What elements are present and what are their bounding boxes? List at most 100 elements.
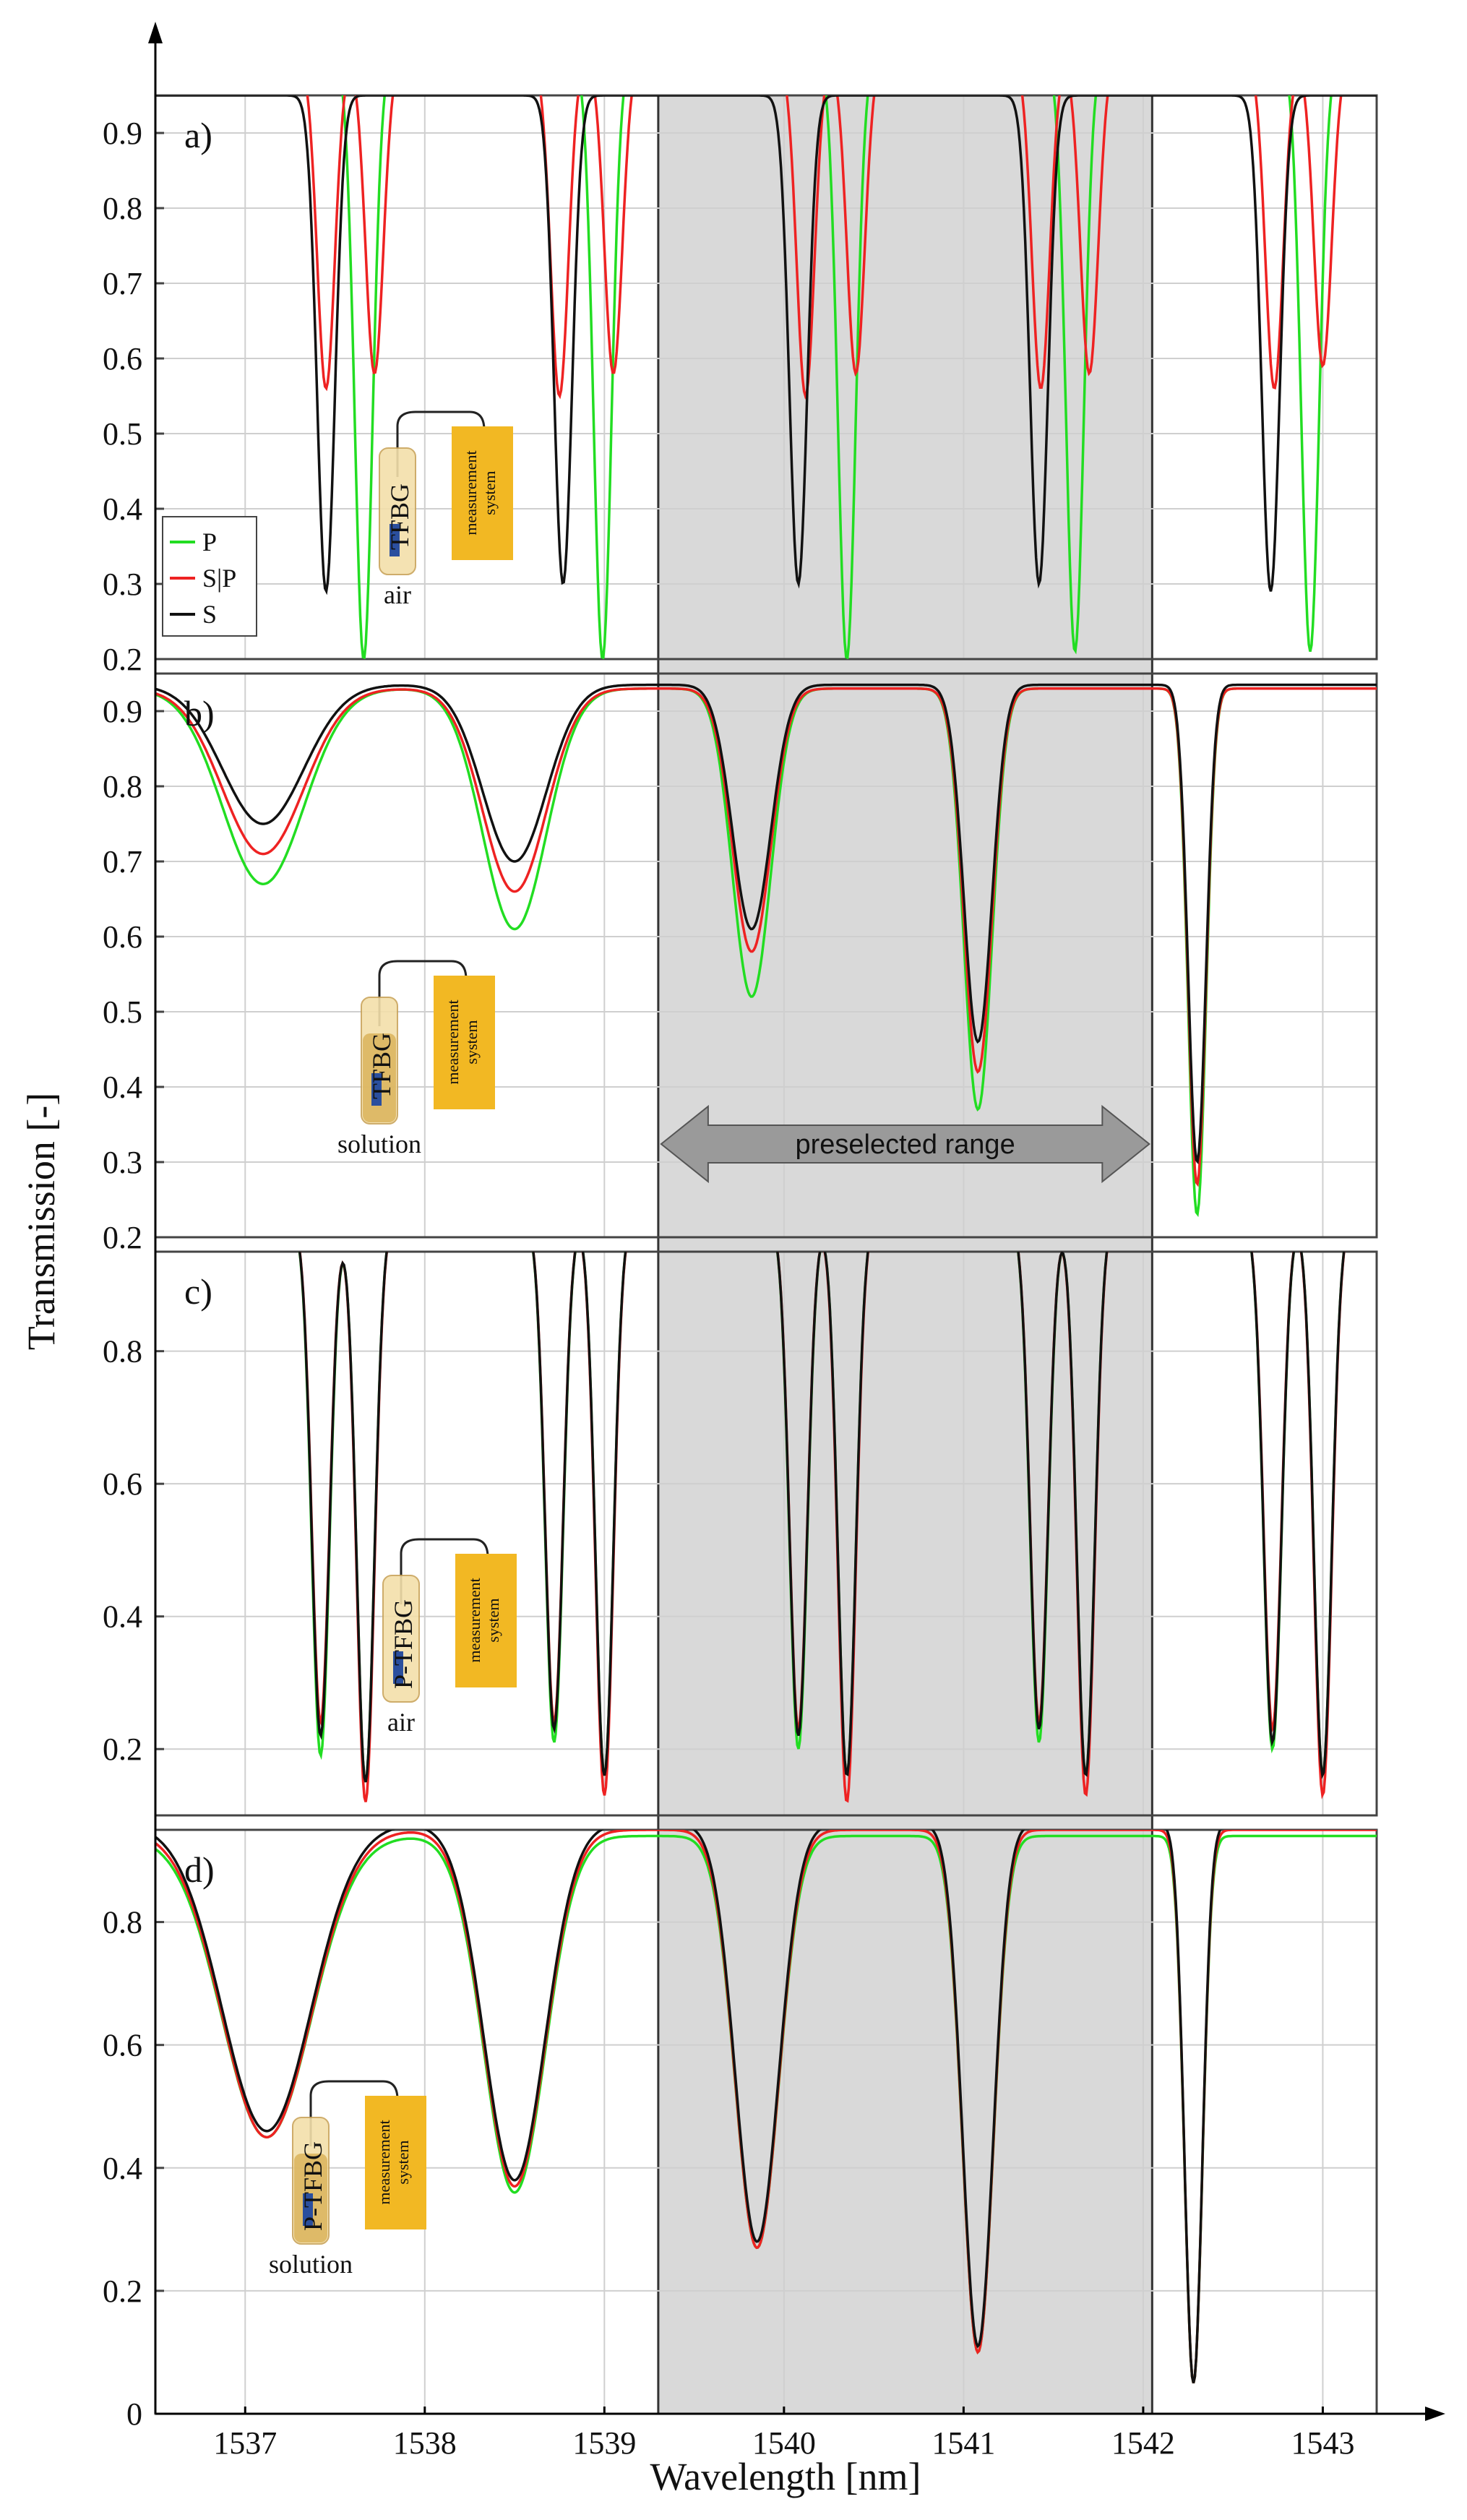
x-tick-label: 1537 xyxy=(213,2425,277,2461)
series-a-s xyxy=(155,95,1377,595)
y-tick-label: 0.8 xyxy=(103,1905,142,1940)
inset-d-sensor xyxy=(303,2193,313,2226)
inset-b-measurement-label-2: system xyxy=(463,1020,481,1064)
inset-b-sensor-label: TFBG xyxy=(367,1033,396,1099)
inset-b-sensor xyxy=(371,1073,382,1106)
inset-c-cable xyxy=(400,1538,489,1604)
inset-a-sensor-label: TFBG xyxy=(385,483,414,550)
x-tick-labels: 1537 1538 1539 1540 1541 1542 1543 xyxy=(213,2407,1354,2461)
legend-label-s-p: S|P xyxy=(202,564,236,593)
preselected-range-label: preselected range xyxy=(796,1130,1015,1160)
series-b-s xyxy=(155,683,1377,1165)
y-tick-label: 0.8 xyxy=(103,191,142,226)
series-a-s-p xyxy=(306,95,1343,400)
inset-d-medium-label: solution xyxy=(269,2250,353,2279)
x-tick-label: 1543 xyxy=(1291,2425,1354,2461)
inset-b-measurement-box xyxy=(434,976,495,1109)
inset-a: TFBG air measurement system xyxy=(379,410,513,609)
y-tick-label: 0.9 xyxy=(103,694,142,729)
inset-a-sensor xyxy=(390,524,400,556)
y-tick-label: 0.2 xyxy=(103,642,142,677)
y-tick-label: 0.5 xyxy=(103,994,142,1030)
inset-c-sensor-label: P-TFBG xyxy=(389,1599,418,1689)
panel-a-label: a) xyxy=(184,115,212,155)
x-tick-label: 1540 xyxy=(752,2425,816,2461)
y-tick-label: 0.7 xyxy=(103,844,142,880)
inset-d-sensor-label: P-TFBG xyxy=(298,2141,327,2231)
inset-b-medium-label: solution xyxy=(337,1130,421,1158)
inset-c-measurement-label-1: measurement xyxy=(465,1578,483,1662)
inset-d-measurement-label-2: system xyxy=(394,2140,412,2184)
x-tick-label: 1538 xyxy=(393,2425,457,2461)
y-tick-label: 0.2 xyxy=(103,1732,142,1767)
x-tick-label: 1542 xyxy=(1111,2425,1175,2461)
y-tick-label: 0 xyxy=(126,2396,142,2432)
series-c-s xyxy=(298,1252,1346,1783)
y-axis-arrowhead xyxy=(148,22,163,43)
preselected-range-band xyxy=(658,95,1153,2414)
inset-c-measurement-label-2: system xyxy=(484,1598,502,1642)
inset-a-measurement-label-2: system xyxy=(481,470,499,515)
y-tick-label: 0.6 xyxy=(103,1466,142,1502)
inset-a-tube xyxy=(379,447,416,575)
panel-b: 0.2 0.3 0.4 0.5 0.6 0.7 0.8 0.9 b) xyxy=(103,672,1378,1255)
y-tick-label: 0.2 xyxy=(103,2274,142,2309)
y-tick-label: 0.4 xyxy=(103,491,142,527)
series-a-p xyxy=(341,95,1333,659)
y-tick-label: 0.8 xyxy=(103,769,142,804)
inset-a-measurement-box xyxy=(452,426,513,560)
main-axes xyxy=(148,22,1445,2421)
panel-d-label: d) xyxy=(184,1849,215,1890)
y-tick-label: 0.8 xyxy=(103,1334,142,1369)
y-tick-label: 0.4 xyxy=(103,2151,142,2186)
inset-a-measurement-label-1: measurement xyxy=(462,450,480,535)
inset-d: P-TFBG solution measurement system xyxy=(269,2080,426,2279)
inset-b-measurement-label-1: measurement xyxy=(444,999,462,1084)
y-tick-label: 0.6 xyxy=(103,2028,142,2063)
x-axis-title: Wavelength [nm] xyxy=(650,2455,921,2498)
panel-c-curves xyxy=(298,1252,1346,1803)
inset-c-medium-label: air xyxy=(387,1708,415,1737)
inset-d-measurement-box xyxy=(365,2096,426,2229)
inset-c-measurement-box xyxy=(455,1554,517,1687)
x-tick-label: 1541 xyxy=(932,2425,995,2461)
legend-label-s: S xyxy=(202,600,217,629)
y-tick-label: 0.3 xyxy=(103,1145,142,1180)
y-tick-label: 0.2 xyxy=(103,1220,142,1255)
y-tick-label: 0.6 xyxy=(103,919,142,955)
x-axis-arrowhead xyxy=(1425,2407,1445,2421)
series-d-s xyxy=(155,1830,1222,2383)
y-tick-label: 0.4 xyxy=(103,1599,142,1635)
y-tick-label: 0.5 xyxy=(103,416,142,452)
x-tick-label: 1539 xyxy=(572,2425,636,2461)
y-tick-label: 0.7 xyxy=(103,266,142,301)
legend-label-p: P xyxy=(202,528,217,556)
preselected-range-arrow-shape xyxy=(660,1104,1150,1184)
panel-a-curves xyxy=(155,95,1377,659)
inset-d-cable xyxy=(309,2080,399,2146)
panel-d-curves xyxy=(155,1830,1377,2383)
y-tick-label: 0.4 xyxy=(103,1070,142,1105)
y-tick-label: 0.9 xyxy=(103,116,142,151)
panel-c-label: c) xyxy=(184,1271,212,1312)
y-tick-label: 0.3 xyxy=(103,567,142,602)
panel-b-label: b) xyxy=(184,693,215,734)
inset-b-cable xyxy=(378,960,468,1026)
inset-d-measurement-label-1: measurement xyxy=(375,2120,393,2204)
legend-box xyxy=(162,516,257,637)
inset-c-tube xyxy=(382,1575,420,1703)
y-tick-label: 0.6 xyxy=(103,341,142,377)
preselected-range-arrow: preselected range xyxy=(660,1104,1150,1184)
inset-c: P-TFBG air measurement system xyxy=(382,1538,517,1737)
inset-c-sensor xyxy=(393,1651,403,1684)
legend: P S|P S xyxy=(162,516,257,637)
panel-c: 0.2 0.4 0.6 0.8 c) xyxy=(103,1250,1378,1817)
inset-a-cable xyxy=(396,410,486,477)
inset-a-medium-label: air xyxy=(384,580,411,609)
inset-b: TFBG solution measurement system xyxy=(337,960,495,1158)
panel-b-curves xyxy=(155,683,1377,1218)
y-axis-title: Transmission [-] xyxy=(20,1093,63,1351)
panel-a: 0.2 0.3 0.4 0.5 0.6 0.7 0.8 0.9 a) xyxy=(103,94,1378,677)
